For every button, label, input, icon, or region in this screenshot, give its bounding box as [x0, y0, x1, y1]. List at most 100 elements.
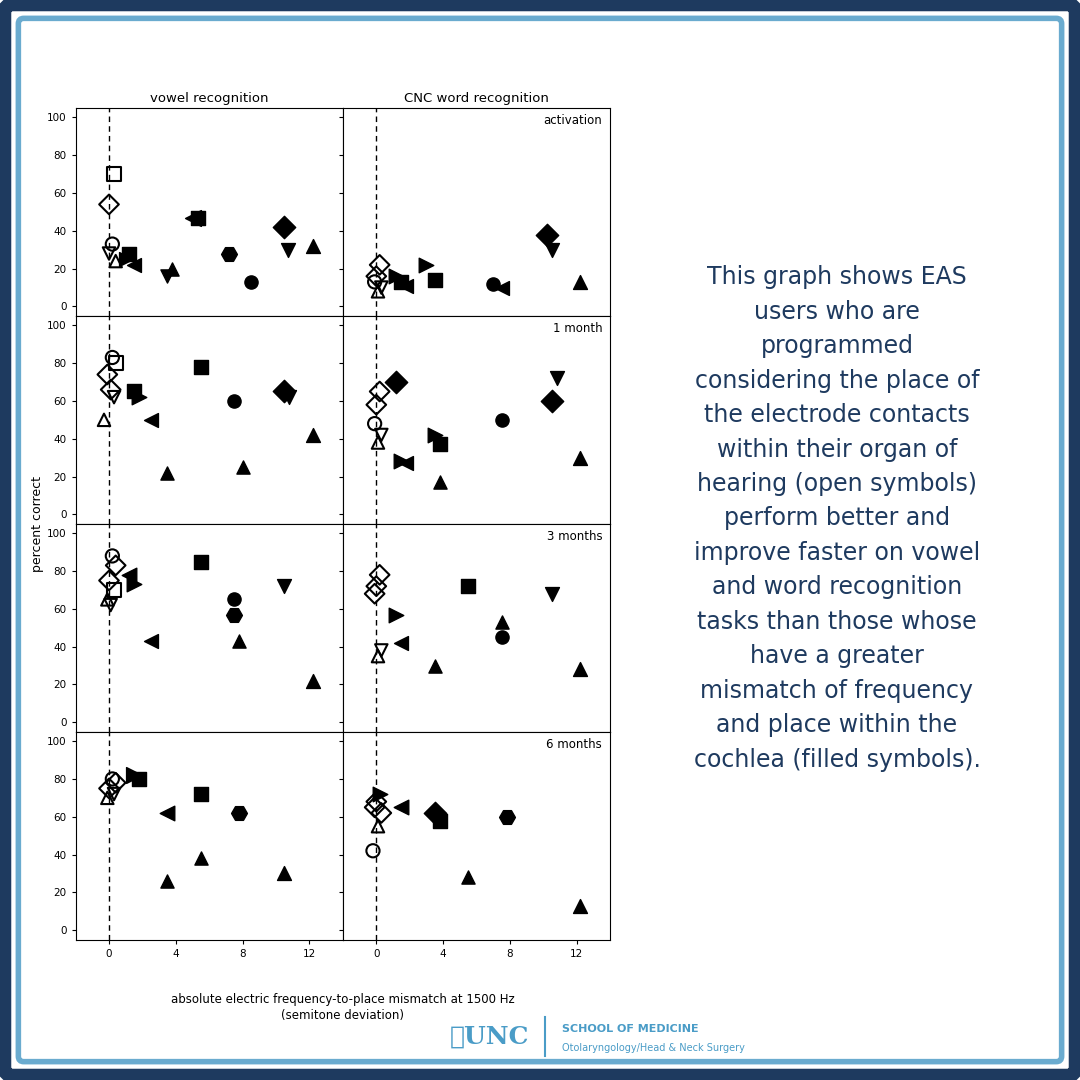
Point	[397, 455, 415, 472]
Point	[366, 799, 383, 816]
Point	[492, 629, 510, 646]
Point	[100, 780, 118, 797]
Point	[388, 374, 405, 391]
Text: 3 months: 3 months	[546, 530, 603, 543]
Point	[98, 789, 116, 807]
Point	[100, 195, 118, 213]
Point	[104, 349, 121, 366]
Point	[366, 273, 383, 291]
Point	[100, 245, 118, 262]
Point	[226, 392, 243, 409]
Point	[159, 268, 176, 285]
Text: Otolaryngology/Head & Neck Surgery: Otolaryngology/Head & Neck Surgery	[562, 1042, 744, 1053]
Point	[104, 548, 121, 565]
Point	[98, 591, 116, 608]
Text: SCHOOL OF MEDICINE: SCHOOL OF MEDICINE	[562, 1024, 699, 1035]
Point	[143, 633, 160, 650]
Text: 1 month: 1 month	[553, 322, 603, 335]
Point	[106, 389, 123, 406]
Point	[106, 785, 123, 802]
Point	[192, 359, 210, 376]
Point	[143, 411, 160, 429]
Point	[367, 268, 384, 285]
Point	[159, 805, 176, 822]
Point	[305, 672, 322, 689]
Text: (semitone deviation): (semitone deviation)	[282, 1009, 404, 1022]
Point	[220, 245, 238, 262]
Point	[549, 369, 566, 387]
Point	[275, 382, 293, 400]
Point	[131, 770, 148, 787]
Text: ℑUNC: ℑUNC	[449, 1025, 529, 1049]
Point	[242, 273, 259, 291]
Point	[393, 634, 410, 651]
Point	[106, 581, 123, 598]
Point	[373, 642, 390, 659]
Point	[107, 557, 124, 575]
Point	[498, 808, 515, 825]
Point	[543, 241, 561, 258]
Point	[104, 235, 121, 253]
Point	[189, 208, 206, 226]
Text: activation: activation	[543, 114, 603, 127]
Title: vowel recognition: vowel recognition	[150, 93, 269, 106]
Point	[192, 850, 210, 867]
Point	[275, 865, 293, 882]
Point	[372, 785, 389, 802]
Text: 6 months: 6 months	[546, 738, 603, 751]
Point	[571, 896, 589, 914]
Point	[431, 473, 448, 490]
Point	[305, 427, 322, 444]
Point	[121, 566, 138, 583]
Text: This graph shows EAS
users who are
programmed
considering the place of
the elect: This graph shows EAS users who are progr…	[693, 266, 981, 771]
Point	[372, 256, 389, 273]
Point	[431, 812, 448, 829]
Point	[192, 553, 210, 570]
Point	[107, 774, 124, 792]
Point	[366, 585, 383, 603]
Point	[275, 578, 293, 595]
Point	[571, 273, 589, 291]
Point	[231, 633, 248, 650]
Point	[571, 661, 589, 678]
Point	[543, 392, 561, 409]
Point	[107, 253, 124, 270]
Point	[367, 578, 384, 595]
Point	[275, 218, 293, 235]
Point	[418, 256, 435, 273]
Point	[366, 415, 383, 432]
Point	[373, 805, 390, 822]
Point	[192, 785, 210, 802]
Point	[460, 868, 477, 886]
Point	[393, 273, 410, 291]
Point	[372, 566, 389, 583]
Point	[427, 271, 444, 288]
Point	[571, 449, 589, 467]
Point	[100, 572, 118, 590]
Point	[364, 842, 381, 860]
Point	[234, 458, 252, 475]
Point	[121, 245, 138, 262]
Point	[397, 276, 415, 294]
Point	[431, 435, 448, 454]
Title: CNC word recognition: CNC word recognition	[404, 93, 549, 106]
Point	[95, 411, 112, 429]
Point	[393, 799, 410, 816]
Point	[131, 389, 148, 406]
Point	[373, 279, 390, 296]
Point	[427, 427, 444, 444]
Point	[226, 606, 243, 623]
Point	[95, 258, 112, 275]
Point	[427, 805, 444, 822]
Point	[279, 241, 296, 258]
Point	[372, 382, 389, 400]
Point	[367, 793, 384, 810]
Point	[393, 453, 410, 470]
Point	[226, 591, 243, 608]
Point	[369, 818, 387, 835]
Point	[125, 382, 143, 400]
Point	[460, 578, 477, 595]
Point	[373, 427, 390, 444]
Point	[125, 576, 143, 593]
Point	[305, 238, 322, 255]
